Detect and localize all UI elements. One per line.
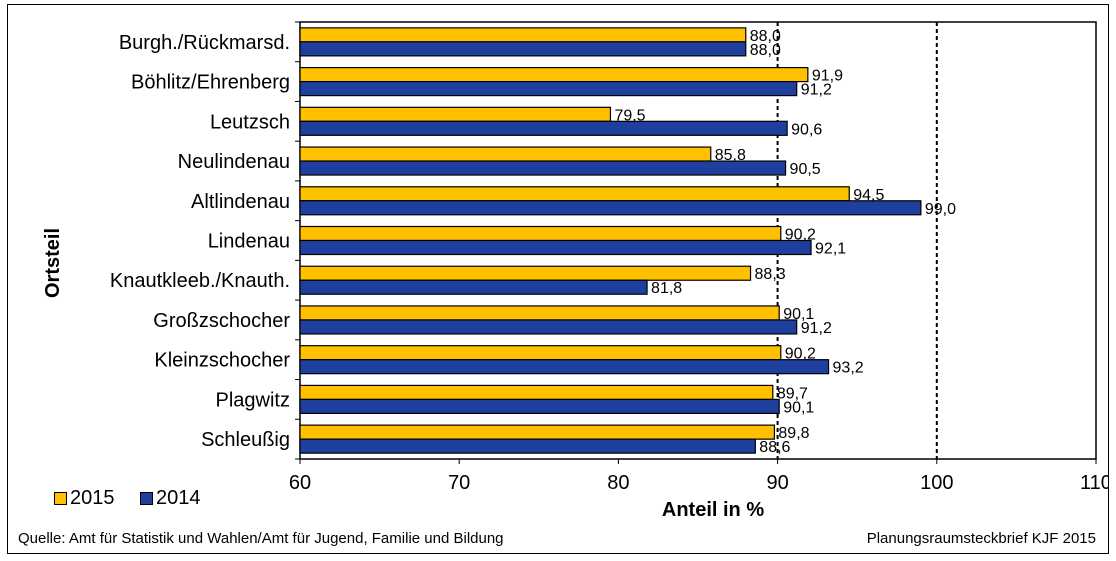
x-tick-label: 110 xyxy=(1080,472,1108,494)
data-label-2014: 81,8 xyxy=(651,280,682,297)
data-label-2014: 88,6 xyxy=(759,439,790,456)
bar-2014 xyxy=(299,239,812,256)
bar-2015 xyxy=(299,66,809,83)
category-label: Lindenau xyxy=(208,231,290,253)
bar-2015 xyxy=(299,27,747,43)
data-label-2015: 88,0 xyxy=(750,28,781,45)
data-label-2014: 90,5 xyxy=(790,161,821,178)
data-label-2015: 89,8 xyxy=(778,425,809,442)
legend-label-2014: 2014 xyxy=(156,487,201,509)
x-tick-label: 90 xyxy=(766,472,788,494)
bar-2015 xyxy=(299,424,776,440)
bar-2014 xyxy=(299,120,788,136)
x-tick-label: 60 xyxy=(289,472,311,494)
x-tick-label: 80 xyxy=(607,472,629,494)
category-label: Großzschocher xyxy=(153,310,290,332)
bar-2014 xyxy=(299,438,756,454)
bar-2015 xyxy=(299,345,782,361)
legend-label-2015: 2015 xyxy=(70,487,115,509)
data-label-2014: 90,1 xyxy=(783,399,814,416)
category-label: Böhlitz/Ehrenberg xyxy=(131,72,290,94)
data-label-2015: 88,3 xyxy=(755,266,786,283)
data-label-2015: 91,9 xyxy=(812,68,843,85)
data-label-2014: 92,1 xyxy=(815,241,846,258)
bar-2015 xyxy=(299,186,850,202)
data-label-2014: 93,2 xyxy=(833,360,864,377)
x-tick-label: 70 xyxy=(448,472,470,494)
bar-2014 xyxy=(299,279,648,295)
bar-2014 xyxy=(299,160,787,176)
bar-2014 xyxy=(299,398,780,415)
source-note: Quelle: Amt für Statistik und Wahlen/Amt… xyxy=(18,530,504,547)
legend-swatch-2015 xyxy=(54,492,67,505)
data-label-2015: 90,1 xyxy=(783,306,814,323)
legend-swatch-2014 xyxy=(140,492,153,505)
bar-2014 xyxy=(299,359,830,375)
bar-2014 xyxy=(299,200,922,216)
bar-2015 xyxy=(299,146,712,162)
x-tick-label: 100 xyxy=(920,472,953,494)
bar-2015 xyxy=(299,384,774,401)
data-label-2015: 90,2 xyxy=(785,227,816,244)
bar-2014 xyxy=(299,41,747,57)
category-label: Plagwitz xyxy=(216,389,290,411)
data-label-2015: 94,5 xyxy=(853,187,884,204)
legend-item-2015: 2015 xyxy=(54,487,115,510)
bar-2014 xyxy=(299,319,798,335)
data-label-2014: 99,0 xyxy=(925,201,956,218)
bar-2014 xyxy=(299,80,798,97)
bar-2015 xyxy=(299,106,612,122)
data-label-2014: 90,6 xyxy=(791,121,822,138)
data-label-2015: 85,8 xyxy=(715,147,746,164)
bar-2015 xyxy=(299,265,752,281)
bar-chart: 88,088,091,991,279,590,685,890,594,599,0… xyxy=(42,21,1108,521)
category-label: Knautkleeb./Knauth. xyxy=(110,270,290,292)
category-label: Schleußig xyxy=(201,429,290,451)
credit-note: Planungsraumsteckbrief KJF 2015 xyxy=(866,530,1096,547)
bar-2015 xyxy=(299,305,780,321)
category-label: Leutzsch xyxy=(210,111,290,133)
data-label-2015: 90,2 xyxy=(785,346,816,363)
category-label: Kleinzschocher xyxy=(154,350,290,372)
data-label-2015: 89,7 xyxy=(777,385,808,402)
legend-item-2014: 2014 xyxy=(140,487,201,510)
category-label: Neulindenau xyxy=(178,151,290,173)
category-label: Burgh./Rückmarsd. xyxy=(119,32,290,54)
chart-frame: 88,0 88,0 91,9 91,2 79,5 90,6 85,8 90,5 94,5 99,0… xyxy=(7,4,1109,554)
data-label-2015: 79,5 xyxy=(614,107,645,124)
category-label: Altlindenau xyxy=(191,191,290,213)
bar-2015 xyxy=(299,225,782,242)
y-axis-label: Ortsteil xyxy=(42,228,64,298)
data-label-2014: 88,0 xyxy=(750,42,781,59)
x-axis-label: Anteil in % xyxy=(662,499,764,521)
data-label-2014: 91,2 xyxy=(801,82,832,99)
data-label-2014: 91,2 xyxy=(801,320,832,337)
